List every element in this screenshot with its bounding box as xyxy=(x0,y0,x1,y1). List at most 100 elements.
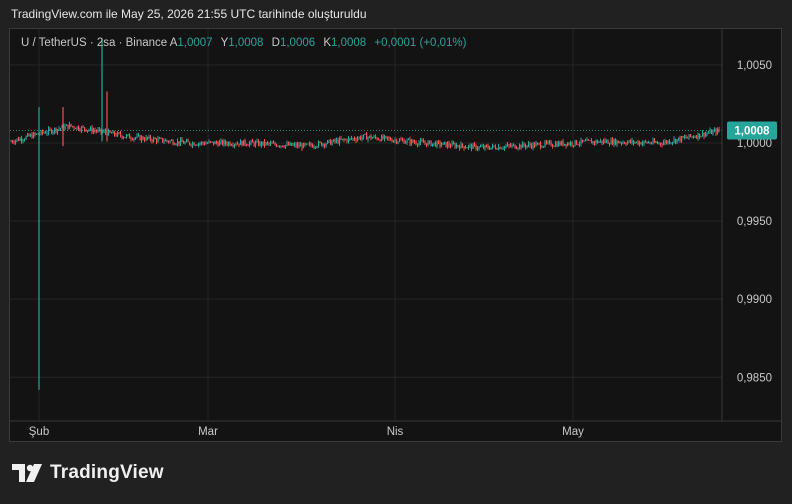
open-label: A xyxy=(169,37,178,49)
candle-body xyxy=(525,145,527,148)
candle-body xyxy=(619,142,621,144)
candle-body xyxy=(456,145,458,148)
candle-body xyxy=(675,139,677,143)
candle-body xyxy=(78,126,80,130)
candle-body xyxy=(430,140,432,146)
tradingview-logo[interactable]: TradingView xyxy=(12,462,164,484)
candle-body xyxy=(192,142,194,146)
candle-body xyxy=(87,130,89,132)
candle-body xyxy=(136,135,138,138)
candle-body xyxy=(352,138,354,140)
price-tick-label: 1,0000 xyxy=(737,138,772,150)
chart-panel[interactable]: 1,0050 1,0000 0,9950 0,9900 0,9850 Şub Mar Nis… xyxy=(9,28,782,442)
candle-body xyxy=(685,136,687,138)
candle-body xyxy=(147,137,149,139)
candle-body xyxy=(649,142,651,144)
candle-body xyxy=(634,142,636,144)
candle-body xyxy=(235,144,237,146)
candle-body xyxy=(250,140,252,143)
candle-body xyxy=(540,143,542,148)
candle-body xyxy=(316,146,318,148)
candle-body xyxy=(81,126,83,131)
candle-body xyxy=(462,143,464,147)
candle-body xyxy=(37,133,39,135)
candle-body xyxy=(336,139,338,142)
candle-body xyxy=(69,124,71,129)
candle-body xyxy=(546,141,548,144)
candle-body xyxy=(682,136,684,138)
candle-body xyxy=(157,138,159,142)
candle-body xyxy=(694,136,696,138)
candle-body xyxy=(508,144,510,146)
candle-body xyxy=(61,125,63,129)
candle-body xyxy=(531,145,533,148)
candle-body xyxy=(364,134,366,135)
candle-body xyxy=(231,145,233,147)
candle-body xyxy=(73,126,75,129)
candle-body xyxy=(516,148,518,150)
close-label: K xyxy=(323,37,332,49)
candle-body xyxy=(400,139,402,141)
candle-body xyxy=(240,140,242,146)
candle-body xyxy=(514,144,516,149)
candle-body xyxy=(148,136,150,139)
candle-body xyxy=(666,141,668,144)
candle-body xyxy=(427,141,429,146)
candle-body xyxy=(519,144,521,149)
candle-body xyxy=(238,143,240,146)
candle-body xyxy=(304,143,306,145)
candle-body xyxy=(103,130,105,132)
candle-body xyxy=(249,142,251,146)
candle-body xyxy=(705,133,707,137)
candle-body xyxy=(553,146,555,147)
candle-body xyxy=(466,147,468,149)
candle-body xyxy=(393,140,395,142)
candle-body xyxy=(402,139,404,141)
candle-body xyxy=(18,138,20,141)
candle-body xyxy=(592,141,594,144)
candle-body xyxy=(346,139,348,142)
candle-body xyxy=(180,139,182,144)
candle-body xyxy=(420,140,422,143)
candle-body xyxy=(474,144,476,146)
candle-body xyxy=(129,134,131,139)
candle-body xyxy=(277,146,279,147)
candle-body xyxy=(394,139,396,141)
candle-body xyxy=(280,145,282,147)
candle-body xyxy=(331,141,333,145)
candle-body xyxy=(679,137,681,142)
candle-body xyxy=(445,142,447,147)
candle-body xyxy=(195,144,197,146)
candle-body xyxy=(604,140,606,143)
candle-body xyxy=(475,145,477,150)
candle-body xyxy=(327,140,329,144)
candle-body xyxy=(496,148,498,150)
candle-body xyxy=(643,141,645,143)
candle-body xyxy=(199,143,201,145)
candle-body xyxy=(684,136,686,138)
candle-body xyxy=(688,134,690,138)
candle-body xyxy=(459,146,461,149)
candle-body xyxy=(283,146,285,148)
candle-body xyxy=(598,141,600,143)
candle-body xyxy=(243,140,245,146)
candle-body xyxy=(660,142,662,145)
candle-body xyxy=(511,145,513,147)
candle-body xyxy=(429,140,431,142)
candle-body xyxy=(322,143,324,146)
candle-body xyxy=(300,144,302,147)
candle-body xyxy=(486,145,488,147)
candle-body xyxy=(30,134,32,137)
candle-body xyxy=(64,126,66,130)
candle-body xyxy=(85,129,87,132)
candle-body xyxy=(114,131,116,135)
price-chart[interactable]: 1,0050 1,0000 0,9950 0,9900 0,9850 Şub Mar Nis… xyxy=(10,29,782,442)
candle-body xyxy=(184,142,186,144)
candle-body xyxy=(303,143,305,149)
candle-body xyxy=(279,146,281,147)
candle-body xyxy=(13,142,15,143)
candle-body xyxy=(348,138,350,142)
candle-body xyxy=(333,139,335,142)
candle-body xyxy=(241,140,243,146)
candle-body xyxy=(559,142,561,145)
